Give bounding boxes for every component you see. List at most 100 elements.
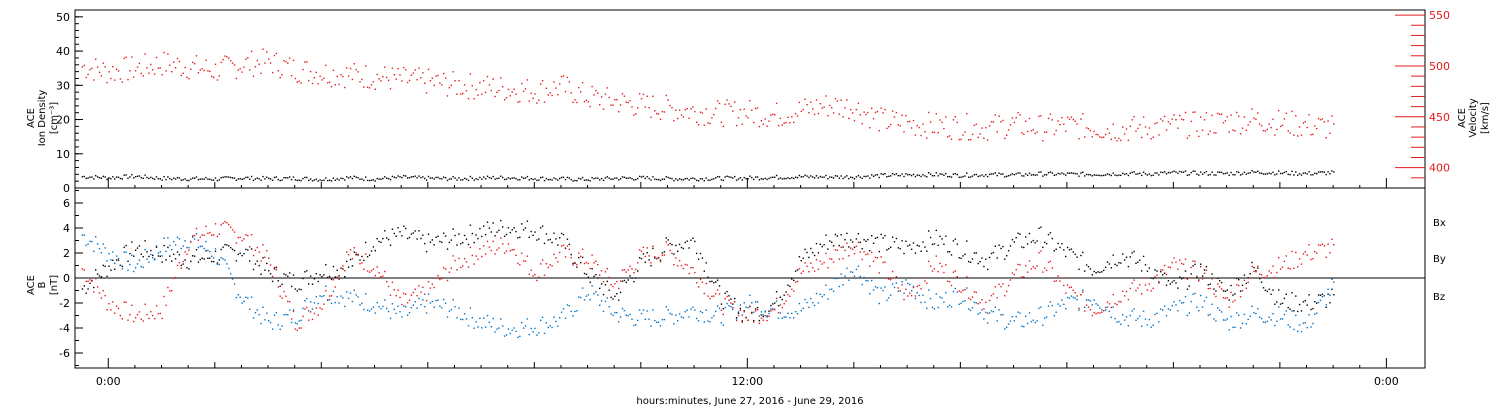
bx-point: [741, 320, 743, 322]
bx-point: [943, 243, 945, 245]
density-point: [1057, 172, 1059, 175]
bz-point: [1264, 276, 1267, 279]
by-point: [1004, 328, 1006, 330]
bz-point: [985, 301, 987, 303]
bz-point: [387, 285, 390, 288]
by-point: [507, 328, 510, 330]
bz-point: [983, 308, 985, 310]
density-point: [108, 177, 110, 179]
density-point: [661, 178, 664, 180]
bx-point: [1009, 245, 1012, 247]
velocity-point: [513, 88, 515, 90]
bx-point: [819, 243, 821, 245]
bz-point: [439, 278, 441, 281]
velocity-ytick-label: 500: [1429, 60, 1450, 73]
density-point: [1165, 173, 1168, 175]
velocity-point: [517, 101, 519, 103]
by-point: [252, 317, 255, 319]
by-point: [831, 288, 833, 290]
bx-point: [614, 295, 616, 297]
bz-point: [853, 253, 856, 255]
by-point: [328, 299, 331, 301]
bx-point: [384, 230, 386, 232]
bz-point: [1135, 289, 1137, 292]
density-point: [903, 175, 905, 178]
density-point: [374, 180, 376, 182]
bx-point: [127, 260, 129, 262]
density-point: [844, 176, 846, 178]
velocity-point: [996, 131, 998, 133]
density-point: [1190, 171, 1192, 174]
by-point: [490, 326, 492, 328]
velocity-point: [1317, 117, 1320, 120]
bx-point: [808, 256, 810, 259]
velocity-point: [621, 93, 624, 95]
bz-point: [173, 277, 175, 280]
density-point: [1329, 173, 1331, 175]
by-point: [1241, 322, 1244, 325]
density-point: [994, 172, 996, 174]
velocity-point: [211, 75, 213, 78]
bx-point: [789, 285, 791, 288]
bx-point: [907, 245, 909, 247]
bz-point: [675, 257, 677, 259]
density-series: [81, 170, 1335, 182]
bx-point: [1243, 274, 1246, 276]
density-point: [197, 178, 200, 181]
bz-point: [1023, 276, 1025, 278]
by-point: [619, 316, 622, 318]
density-point: [1171, 171, 1173, 173]
bz-point: [338, 278, 340, 281]
by-point: [1317, 301, 1320, 304]
bx-point: [1040, 226, 1042, 228]
by-point: [673, 323, 675, 325]
density-point: [349, 176, 352, 178]
velocity-point: [905, 114, 907, 117]
bx-point: [281, 283, 283, 286]
velocity-point: [207, 70, 209, 72]
bz-point: [1319, 244, 1322, 246]
density-point: [403, 174, 405, 177]
by-point: [1059, 305, 1061, 307]
density-point: [897, 174, 899, 177]
bz-point: [129, 313, 131, 316]
velocity-point: [1236, 111, 1238, 114]
bx-point: [1142, 255, 1145, 258]
by-point: [131, 254, 133, 256]
bz-point: [437, 275, 439, 277]
density-point: [823, 176, 825, 178]
bz-point: [452, 255, 454, 257]
velocity-point: [1184, 111, 1187, 114]
density-point: [1333, 171, 1335, 173]
bx-point: [1137, 261, 1139, 263]
density-point: [1110, 174, 1112, 177]
bz-point: [798, 268, 801, 270]
velocity-point: [578, 86, 580, 89]
velocity-point: [572, 101, 574, 103]
bx-point: [1325, 306, 1327, 308]
density-point: [1276, 173, 1278, 175]
by-point: [810, 297, 812, 300]
velocity-point: [344, 86, 346, 89]
bx-point: [1177, 287, 1179, 289]
density-point: [973, 174, 976, 176]
bx-point: [359, 259, 361, 261]
density-point: [734, 175, 736, 178]
by-point: [867, 280, 869, 282]
velocity-point: [534, 93, 536, 95]
velocity-point: [1194, 111, 1196, 113]
velocity-point: [1325, 137, 1327, 139]
velocity-point: [966, 113, 968, 115]
by-point: [990, 310, 993, 312]
by-point: [483, 317, 485, 319]
density-point: [888, 175, 890, 177]
bx-point: [95, 269, 97, 271]
velocity-point: [956, 121, 958, 124]
velocity-point: [1234, 130, 1236, 132]
by-point: [1219, 309, 1221, 311]
velocity-point: [1165, 129, 1168, 131]
x-tick-labels: 0:00 12:00 0:00: [96, 375, 1399, 388]
bx-point: [1101, 271, 1103, 273]
bz-point: [912, 286, 915, 289]
